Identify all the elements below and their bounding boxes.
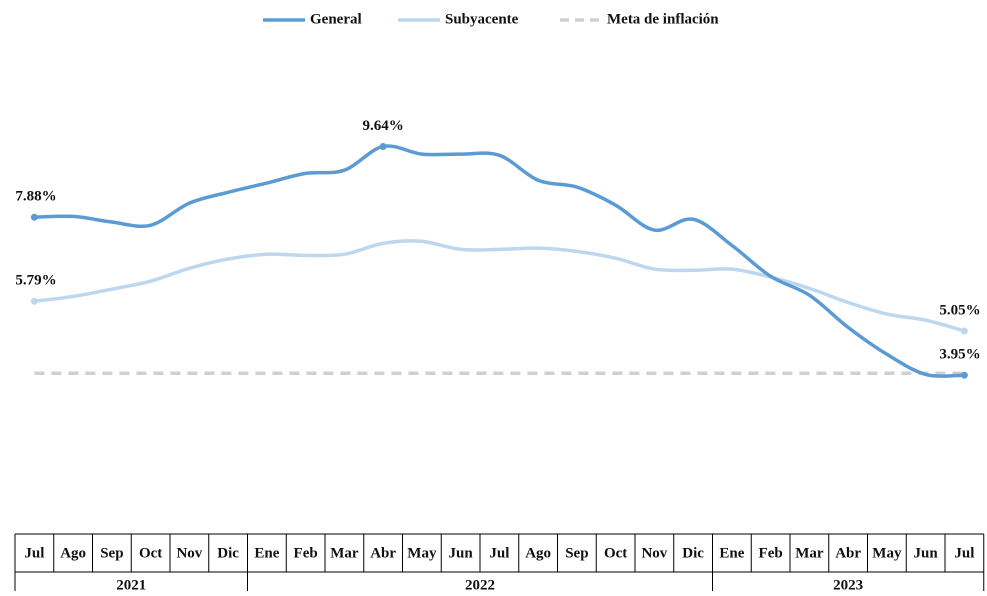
legend-label: Meta de inflación xyxy=(607,11,719,27)
x-tick-label: Jun xyxy=(914,545,939,561)
x-tick-label: Ene xyxy=(719,545,744,561)
point-marker xyxy=(960,371,968,379)
point-marker xyxy=(30,213,38,221)
x-tick-label: Ago xyxy=(60,545,86,561)
point-marker xyxy=(960,327,968,335)
data-label: 5.05% xyxy=(939,302,980,318)
x-tick-label: Ene xyxy=(254,545,279,561)
x-tick-label: Dic xyxy=(217,545,239,561)
point-marker xyxy=(30,297,38,305)
x-tick-label: Nov xyxy=(641,545,667,561)
series-line xyxy=(34,239,965,333)
x-tick-label: Feb xyxy=(759,545,783,561)
x-tick-label: Feb xyxy=(294,545,318,561)
x-tick-label: Jul xyxy=(489,545,509,561)
x-tick-label: Mar xyxy=(795,545,824,561)
data-label: 3.95% xyxy=(939,347,980,363)
x-tick-label: Mar xyxy=(330,545,359,561)
x-tick-label: Oct xyxy=(139,545,162,561)
x-tick-label: Jun xyxy=(449,545,474,561)
x-tick-label: Sep xyxy=(100,545,123,561)
x-tick-label: Jul xyxy=(954,545,974,561)
x-group-label: 2022 xyxy=(465,577,495,591)
data-label: 7.88% xyxy=(15,189,56,205)
x-tick-label: Oct xyxy=(604,545,627,561)
x-tick-label: Sep xyxy=(565,545,588,561)
x-tick-label: May xyxy=(872,545,902,561)
x-group-label: 2023 xyxy=(833,577,863,591)
x-tick-label: May xyxy=(407,545,437,561)
legend-label: Subyacente xyxy=(445,11,519,27)
series-line xyxy=(34,144,965,378)
x-tick-label: Abr xyxy=(370,545,396,561)
point-marker xyxy=(379,142,387,150)
x-tick-label: Ago xyxy=(525,545,551,561)
legend-label: General xyxy=(310,11,362,27)
x-group-label: 2021 xyxy=(116,577,146,591)
data-label: 5.79% xyxy=(15,273,56,289)
x-tick-label: Dic xyxy=(682,545,704,561)
x-tick-label: Abr xyxy=(835,545,861,561)
x-tick-label: Jul xyxy=(24,545,44,561)
data-label: 9.64% xyxy=(363,118,404,134)
x-tick-label: Nov xyxy=(176,545,202,561)
